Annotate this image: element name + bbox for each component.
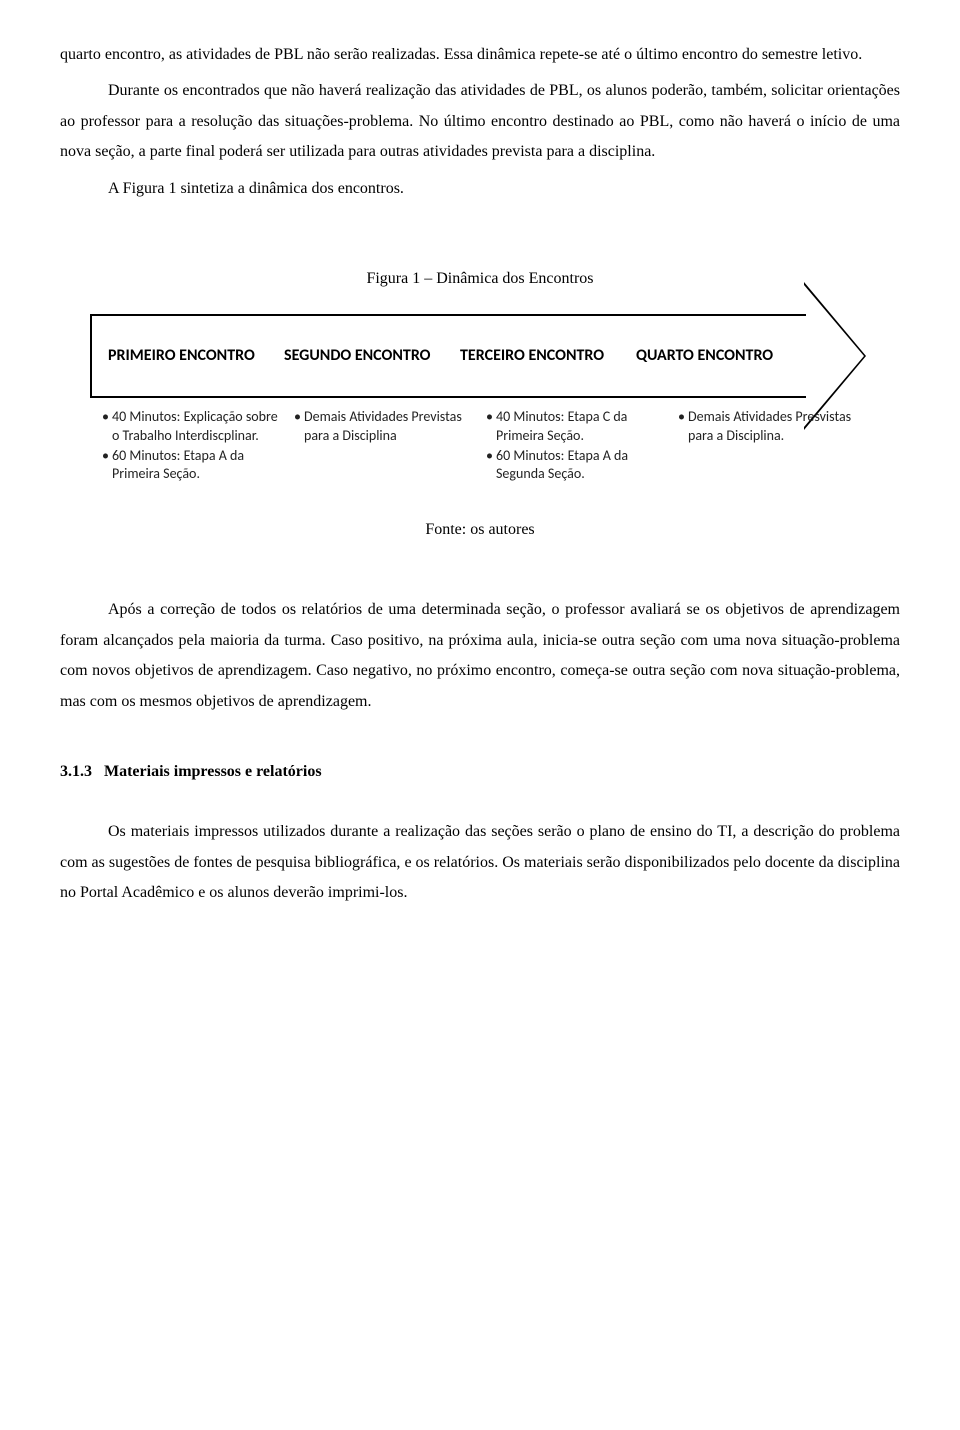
section-title: Materiais impressos e relatórios	[104, 763, 322, 780]
arrow-col-head-3: TERCEIRO ENCONTRO	[454, 346, 630, 366]
figure-caption: Figura 1 – Dinâmica dos Encontros	[60, 264, 900, 294]
arrow-col-head-4: QUARTO ENCONTRO	[630, 346, 806, 366]
arrow-head-fill	[804, 285, 864, 427]
arrow-body: PRIMEIRO ENCONTRO SEGUNDO ENCONTRO TERCE…	[90, 314, 806, 398]
figure-arrow-diagram: PRIMEIRO ENCONTRO SEGUNDO ENCONTRO TERCE…	[90, 314, 870, 398]
paragraph-2: Durante os encontrados que não haverá re…	[60, 76, 900, 167]
arrow-detail-item: Demais Atividades Previstas para a Disci…	[294, 408, 478, 444]
arrow-detail-item: 40 Minutos: Explicação sobre o Trabalho …	[102, 408, 286, 444]
arrow-detail-item: 60 Minutos: Etapa A da Segunda Seção.	[486, 447, 670, 483]
arrow-detail-item: 60 Minutos: Etapa A da Primeira Seção.	[102, 447, 286, 483]
arrow-detail-item: Demais Atividades Presvistas para a Disc…	[678, 408, 862, 444]
paragraph-1: quarto encontro, as atividades de PBL nã…	[60, 40, 900, 70]
arrow-col-head-1: PRIMEIRO ENCONTRO	[102, 346, 278, 366]
arrow-detail-col-3: 40 Minutos: Etapa C da Primeira Seção. 6…	[486, 408, 678, 485]
paragraph-4: Após a correção de todos os relatórios d…	[60, 595, 900, 717]
arrow-detail-item: 40 Minutos: Etapa C da Primeira Seção.	[486, 408, 670, 444]
section-number: 3.1.3	[60, 763, 92, 780]
arrow-col-head-2: SEGUNDO ENCONTRO	[278, 346, 454, 366]
paragraph-3: A Figura 1 sintetiza a dinâmica dos enco…	[60, 174, 900, 204]
arrow-detail-col-2: Demais Atividades Previstas para a Disci…	[294, 408, 486, 485]
arrow-detail-col-1: 40 Minutos: Explicação sobre o Trabalho …	[102, 408, 294, 485]
paragraph-5: Os materiais impressos utilizados durant…	[60, 817, 900, 908]
section-heading: 3.1.3 Materiais impressos e relatórios	[60, 757, 900, 787]
figure-source: Fonte: os autores	[60, 515, 900, 545]
arrow-details-row: 40 Minutos: Explicação sobre o Trabalho …	[90, 408, 870, 485]
arrow-detail-col-4: Demais Atividades Presvistas para a Disc…	[678, 408, 870, 485]
